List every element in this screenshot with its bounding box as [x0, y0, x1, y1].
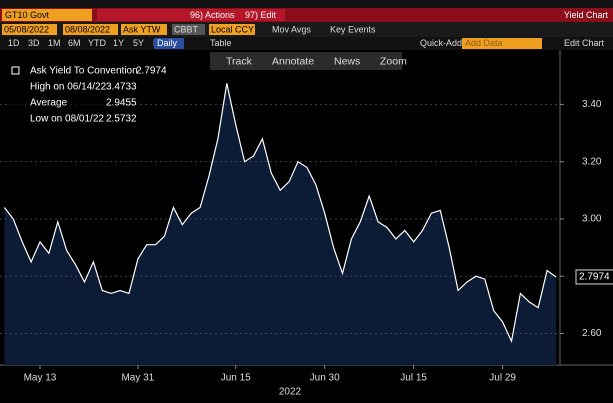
- field-box[interactable]: [121, 24, 167, 35]
- x-tick-label: Jun 15: [221, 373, 251, 384]
- x-tick-label: May 13: [24, 373, 57, 384]
- x-tick-label: May 31: [121, 373, 154, 384]
- source-box[interactable]: [172, 24, 205, 35]
- table-button[interactable]: Table: [210, 38, 232, 48]
- tool-button[interactable]: Zoom: [380, 55, 407, 67]
- frequency[interactable]: Daily: [157, 38, 178, 48]
- edit-menu[interactable]: 97) Edit: [245, 10, 277, 20]
- mov-avgs[interactable]: Mov Avgs: [272, 24, 311, 34]
- periods-bar: [0, 37, 613, 50]
- legend-label: High on 06/14/22: [30, 82, 107, 93]
- y-tick-label: 3.00: [582, 214, 602, 225]
- tool-bar: [210, 52, 402, 70]
- edit-chart[interactable]: Edit Chart: [564, 38, 605, 48]
- menu-box: [97, 9, 285, 21]
- line: [3, 83, 557, 344]
- period-button[interactable]: 1D: [8, 38, 20, 48]
- period-button[interactable]: 3D: [28, 38, 40, 48]
- source[interactable]: CBBT: [174, 24, 199, 34]
- key-events[interactable]: Key Events: [330, 24, 376, 34]
- currency[interactable]: Local CCY: [211, 24, 254, 34]
- last-value-label: 2.7974: [579, 272, 610, 283]
- area: [4, 83, 556, 366]
- y-tick-label: 3.40: [582, 99, 602, 110]
- legend-value: 2.9455: [106, 98, 137, 109]
- legend-value: 2.5732: [106, 114, 137, 125]
- period-button[interactable]: YTD: [88, 38, 107, 48]
- period-button[interactable]: 1M: [48, 38, 61, 48]
- tool-button[interactable]: News: [334, 55, 360, 67]
- x-tick-label: Jul 29: [489, 373, 516, 384]
- legend-label: Low on 08/01/22: [30, 114, 104, 125]
- period-button[interactable]: 6M: [68, 38, 81, 48]
- legend-value: 2.7974: [136, 66, 167, 77]
- x-tick-label: Jun 30: [310, 373, 340, 384]
- legend-box: [8, 62, 140, 126]
- tool-button[interactable]: Annotate: [272, 55, 314, 67]
- currency-box[interactable]: [209, 24, 255, 35]
- last-value-box: [575, 269, 613, 285]
- top-strip: [0, 0, 613, 8]
- end-date-box[interactable]: [63, 24, 118, 35]
- period-button[interactable]: 5Y: [133, 38, 144, 48]
- tools: Track Annotate News Zoom: [226, 55, 407, 67]
- end-date[interactable]: 08/08/2022: [65, 24, 110, 34]
- legend-value: 3.4733: [106, 82, 137, 93]
- field[interactable]: Ask YTW: [123, 24, 161, 34]
- legend-label: Ask Yield To Convention: [30, 66, 138, 77]
- y-tick-label: 2.60: [582, 328, 602, 339]
- period-button[interactable]: 1Y: [113, 38, 124, 48]
- actions-menu[interactable]: 96) Actions: [190, 10, 235, 20]
- screen-title: Yield Chart: [564, 10, 609, 20]
- start-date[interactable]: 05/08/2022: [4, 24, 49, 34]
- ticker[interactable]: GT10 Govt: [5, 10, 50, 20]
- y-tick-label: 3.20: [582, 156, 602, 167]
- frequency-box[interactable]: [154, 38, 184, 49]
- add-data-box[interactable]: [462, 38, 542, 49]
- x-tick-label: Jul 15: [400, 373, 427, 384]
- x-axis-label: 2022: [279, 387, 302, 398]
- start-date-box[interactable]: [2, 24, 57, 35]
- legend-swatch: [11, 66, 20, 75]
- legend-label: Average: [30, 98, 68, 109]
- add-data[interactable]: Add Data: [465, 38, 503, 48]
- ticker-box[interactable]: [2, 9, 92, 21]
- tool-button[interactable]: Track: [226, 55, 253, 67]
- quick-add[interactable]: Quick-Add: [420, 38, 462, 48]
